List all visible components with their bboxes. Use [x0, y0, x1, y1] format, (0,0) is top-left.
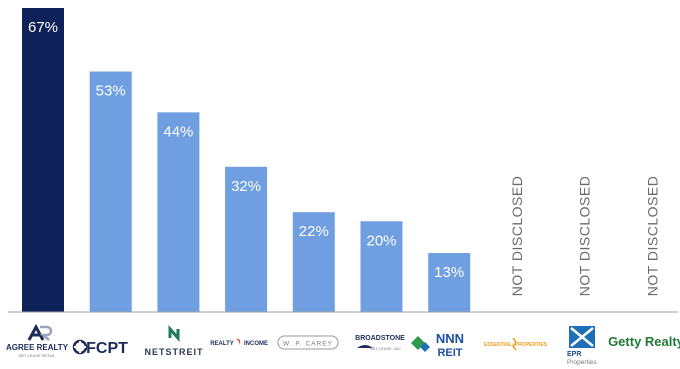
bar-w-p-carey	[292, 212, 335, 312]
fcpt-logo: FCPT	[72, 339, 128, 357]
wp-carey-logo: W. P. CAREY	[277, 335, 339, 350]
bar-broadstone-net-lease	[360, 221, 403, 312]
data-label-agree-realty: 67%	[28, 19, 58, 36]
svg-text:Properties: Properties	[567, 359, 597, 366]
data-label-w-p-carey: 22%	[299, 223, 329, 240]
data-labels-layer: 67% 53% 44% 32% 22% 20% 13% NOT DISCLOSED NOT DI…	[28, 19, 660, 296]
svg-text:ESSENTIAL: ESSENTIAL	[484, 342, 512, 348]
svg-text:NET LEASE, INC.: NET LEASE, INC.	[370, 346, 402, 351]
not-disclosed-label-getty-realty: NOT DISCLOSED	[644, 176, 660, 297]
data-label-realty-income: 32%	[231, 178, 261, 195]
bar-nnn-reit	[428, 253, 471, 312]
svg-text:NET LEASE RETAIL: NET LEASE RETAIL	[19, 353, 57, 358]
svg-text:REIT: REIT	[437, 347, 462, 359]
svg-text:NNN: NNN	[436, 331, 464, 346]
svg-text:PROPERTIES: PROPERTIES	[515, 342, 548, 348]
netstreit-logo: NETSTREIT	[144, 325, 203, 357]
data-label-broadstone-net-lease: 20%	[366, 232, 396, 249]
data-label-fcpt: 53%	[96, 83, 126, 100]
svg-text:NETSTREIT: NETSTREIT	[144, 347, 203, 357]
bar-realty-income	[225, 166, 268, 312]
getty-realty-logo: Getty Realty	[608, 334, 680, 349]
data-label-nnn-reit: 13%	[434, 264, 464, 281]
not-disclosed-label-essential-properties: NOT DISCLOSED	[509, 176, 525, 297]
realty-income-logo: REALTY INCOME	[210, 338, 268, 347]
bar-fcpt	[89, 71, 132, 312]
svg-text:REALTY: REALTY	[210, 341, 234, 347]
svg-text:EPR: EPR	[567, 351, 581, 358]
bar-agree-realty	[22, 8, 64, 312]
essential-properties-logo: ESSENTIAL PROPERTIES	[484, 337, 548, 351]
data-label-netstreit: 44%	[163, 123, 193, 140]
broadstone-logo: BROADSTONE NET LEASE, INC.	[355, 335, 405, 351]
svg-text:Getty Realty: Getty Realty	[608, 334, 680, 349]
svg-text:BROADSTONE: BROADSTONE	[355, 335, 405, 342]
svg-text:W. P. CAREY: W. P. CAREY	[283, 341, 333, 348]
bars-layer	[22, 8, 471, 312]
svg-text:AGREE REALTY: AGREE REALTY	[6, 343, 69, 352]
svg-text:INCOME: INCOME	[244, 341, 268, 347]
svg-text:FCPT: FCPT	[86, 340, 128, 357]
bar-netstreit	[157, 112, 200, 312]
not-disclosed-label-epr-properties: NOT DISCLOSED	[577, 176, 593, 297]
